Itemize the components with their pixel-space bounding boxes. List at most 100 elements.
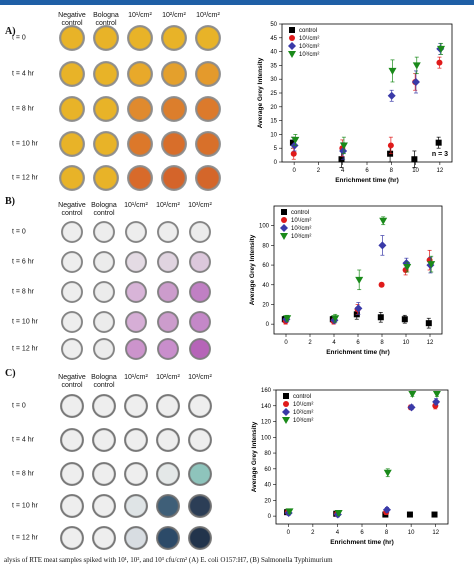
x-tick-label: 2 xyxy=(308,340,312,346)
data-point xyxy=(408,390,417,398)
sample-well xyxy=(188,494,212,518)
row-label: t = 12 hr xyxy=(12,534,38,542)
y-tick-label: 100 xyxy=(259,224,270,230)
x-tick-label: 8 xyxy=(380,340,384,346)
sample-well xyxy=(93,338,115,360)
legend-label: 10²/cm² xyxy=(291,226,311,232)
sample-well xyxy=(93,165,119,191)
data-point xyxy=(283,315,292,323)
sample-well xyxy=(61,281,83,303)
data-point xyxy=(387,142,394,149)
sample-well xyxy=(60,428,84,452)
column-header: 10¹/cm² xyxy=(124,202,148,209)
panel-a: A) 0 2 4 6 8 10 12 0 5 10 15 20 25 30 35 40 45 50 Enrichme… xyxy=(0,8,474,194)
legend-marker xyxy=(288,42,296,50)
legend-marker xyxy=(282,417,290,424)
sample-well xyxy=(93,251,115,273)
row-label: t = 4 hr xyxy=(12,70,34,78)
y-axis-label: Average Grey Intensity xyxy=(257,57,264,128)
sample-well xyxy=(161,131,187,157)
data-point xyxy=(407,403,416,412)
data-point xyxy=(412,62,421,70)
sample-well xyxy=(195,96,221,122)
sample-well xyxy=(188,526,212,550)
sample-well xyxy=(125,251,147,273)
column-header: 10²/cm² xyxy=(162,12,186,19)
y-tick-label: 0 xyxy=(266,322,270,328)
panel-c-label: C) xyxy=(5,368,16,379)
sample-well xyxy=(59,165,85,191)
column-header: Bologna control xyxy=(91,202,117,217)
sample-well xyxy=(59,131,85,157)
data-point xyxy=(379,217,388,225)
legend-label: control xyxy=(291,210,309,216)
sample-well xyxy=(195,131,221,157)
y-tick-label: 30 xyxy=(270,77,277,83)
y-axis-label: Average Grey Intensity xyxy=(251,421,258,492)
data-point xyxy=(427,261,436,269)
y-tick-label: 45 xyxy=(270,36,277,42)
sample-well xyxy=(124,526,148,550)
x-tick-label: 2 xyxy=(317,168,321,174)
column-header: Bologna control xyxy=(93,12,119,27)
legend-marker xyxy=(289,27,295,33)
data-point xyxy=(377,314,384,321)
x-axis-label: Enrichment time (hr) xyxy=(326,349,390,356)
sample-well xyxy=(61,338,83,360)
x-tick-label: 10 xyxy=(403,340,410,346)
y-tick-label: 5 xyxy=(274,146,278,152)
y-tick-label: 40 xyxy=(270,50,277,56)
data-point xyxy=(339,146,348,155)
sample-well xyxy=(124,462,148,486)
sample-well xyxy=(157,281,179,303)
data-point xyxy=(387,91,396,100)
column-header: Negative control xyxy=(58,12,86,27)
row-label: t = 10 hr xyxy=(12,502,38,510)
data-point xyxy=(291,136,300,144)
sample-well xyxy=(189,338,211,360)
column-header: Bologna control xyxy=(91,374,117,389)
sample-well xyxy=(156,394,180,418)
legend-label: 10¹/cm² xyxy=(291,218,311,224)
sample-well xyxy=(124,428,148,452)
x-tick-label: 12 xyxy=(427,340,434,346)
x-tick-label: 0 xyxy=(284,340,288,346)
sample-well xyxy=(195,165,221,191)
y-tick-label: 160 xyxy=(261,388,272,394)
column-header: 10³/cm² xyxy=(196,12,220,19)
sample-well xyxy=(188,462,212,486)
y-tick-label: 80 xyxy=(264,451,271,457)
column-header: 10³/cm² xyxy=(188,374,212,381)
data-point xyxy=(401,316,408,323)
x-tick-label: 10 xyxy=(412,168,419,174)
legend-marker xyxy=(283,401,289,407)
x-tick-label: 0 xyxy=(287,530,291,536)
data-point xyxy=(378,281,385,288)
sample-well xyxy=(93,61,119,87)
data-point xyxy=(402,259,411,268)
y-tick-label: 60 xyxy=(264,467,271,473)
x-tick-label: 4 xyxy=(336,530,340,536)
sample-well xyxy=(93,25,119,51)
column-header: 10¹/cm² xyxy=(124,374,148,381)
sample-well xyxy=(93,96,119,122)
x-tick-label: 10 xyxy=(408,530,415,536)
row-label: t = 0 xyxy=(12,228,26,236)
y-tick-label: 20 xyxy=(262,302,269,308)
legend-marker xyxy=(281,217,287,223)
sample-well xyxy=(93,131,119,157)
sample-well xyxy=(92,428,116,452)
sample-well xyxy=(161,96,187,122)
row-label: t = 6 hr xyxy=(12,258,34,266)
sample-well xyxy=(195,61,221,87)
data-point xyxy=(355,276,364,284)
row-label: t = 4 hr xyxy=(12,436,34,444)
legend-marker xyxy=(289,35,295,41)
row-label: t = 10 hr xyxy=(12,318,38,326)
y-tick-label: 15 xyxy=(270,119,277,125)
data-point xyxy=(339,142,348,150)
row-label: t = 8 hr xyxy=(12,470,34,478)
data-point xyxy=(290,150,297,157)
legend-marker xyxy=(280,224,288,232)
legend-label: 10³/cm² xyxy=(299,52,319,58)
